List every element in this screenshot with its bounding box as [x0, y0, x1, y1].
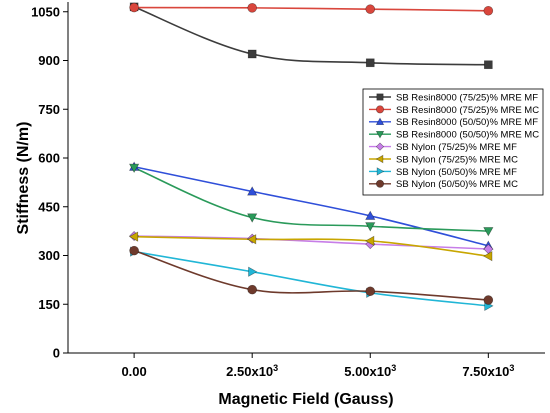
series-line-4	[134, 235, 489, 250]
y-tick-label-3: 450	[38, 199, 60, 214]
y-tick-label-4: 600	[38, 151, 60, 166]
series-3-point-2	[365, 222, 376, 232]
legend-label-1: SB Resin8000 (75/25)% MRE MC	[396, 105, 539, 116]
series-line-5	[134, 235, 489, 257]
y-tick-label-2: 300	[38, 248, 60, 263]
x-tick-label-1: 2.50x103	[226, 363, 278, 379]
series-5-point-3	[483, 251, 493, 262]
series-7-point-0	[129, 245, 139, 256]
legend-items: SB Resin8000 (75/25)% MRE MF SB Resin8000…	[369, 92, 539, 190]
series-7-point-2	[365, 286, 376, 297]
legend-marker-0	[376, 93, 384, 101]
legend-label-5: SB Nylon (75/25)% MRE MC	[396, 154, 518, 165]
series-line-7	[133, 249, 489, 301]
legend-label-6: SB Nylon (50/50)% MRE MF	[396, 167, 517, 178]
x-tick-exponent-1: 3	[273, 363, 278, 373]
legend-label-2: SB Resin8000 (50/50)% MRE MF	[396, 117, 538, 128]
series-0-point-1	[247, 49, 257, 59]
legend-marker-5	[375, 154, 384, 164]
y-axis-title: Stiffness (N/m)	[15, 122, 32, 235]
legend-marker-3	[375, 130, 385, 139]
y-tick-label-6: 900	[38, 53, 60, 68]
y-tick-label-5: 750	[38, 102, 60, 117]
series-line-2	[133, 165, 489, 247]
series-3-point-1	[247, 213, 258, 223]
series-points	[128, 2, 494, 311]
y-axis-ticks: 0 150 300 450 600 750 900 1050	[31, 4, 68, 361]
legend-marker-7	[375, 179, 384, 188]
x-tick-label-3: 7.50x103	[462, 363, 514, 379]
x-tick-exponent-2: 3	[391, 363, 396, 373]
series-5-point-0	[128, 231, 139, 242]
series-7-point-3	[483, 295, 494, 305]
series-lines	[133, 6, 489, 307]
series-2-point-2	[365, 210, 376, 220]
legend-marker-4	[375, 142, 385, 151]
legend: SB Resin8000 (75/25)% MRE MF SB Resin8000…	[362, 88, 544, 196]
x-tick-exponent-3: 3	[509, 363, 514, 373]
legend-box	[362, 88, 544, 196]
series-0-point-3	[484, 60, 493, 70]
y-tick-label-1: 150	[38, 297, 60, 312]
series-1-point-3	[483, 5, 494, 16]
series-3-point-0	[129, 163, 140, 173]
series-line-6	[133, 250, 489, 307]
series-1-point-2	[365, 4, 376, 14]
x-tick-label-0: 0.00	[121, 364, 146, 379]
series-5-point-1	[246, 234, 257, 245]
legend-label-4: SB Nylon (75/25)% MRE MF	[396, 142, 517, 153]
x-tick-label-2: 5.00x103	[344, 363, 396, 379]
y-tick-label-7: 1050	[31, 4, 60, 19]
series-1-point-0	[129, 2, 139, 13]
series-5-point-2	[365, 235, 375, 246]
series-6-point-1	[248, 266, 258, 277]
legend-label-3: SB Resin8000 (50/50)% MRE MC	[396, 130, 539, 141]
legend-label-7: SB Nylon (50/50)% MRE MC	[396, 179, 518, 190]
series-line-0	[133, 6, 489, 66]
series-line-3	[133, 167, 489, 232]
legend-marker-6	[376, 167, 385, 176]
series-1-point-1	[247, 3, 257, 13]
series-3-point-3	[483, 227, 494, 237]
x-axis-ticks: 0.00 2.50x103 5.00x103 7.50x103	[121, 353, 514, 379]
series-0-point-2	[365, 58, 375, 68]
series-7-point-1	[247, 284, 257, 295]
series-line-1	[134, 6, 489, 12]
series-2-point-1	[247, 186, 258, 196]
x-axis-title: Magnetic Field (Gauss)	[218, 391, 393, 408]
legend-marker-2	[375, 117, 385, 126]
y-tick-label-0: 0	[53, 346, 60, 361]
legend-marker-1	[375, 105, 384, 114]
legend-label-0: SB Resin8000 (75/25)% MRE MF	[396, 92, 538, 103]
